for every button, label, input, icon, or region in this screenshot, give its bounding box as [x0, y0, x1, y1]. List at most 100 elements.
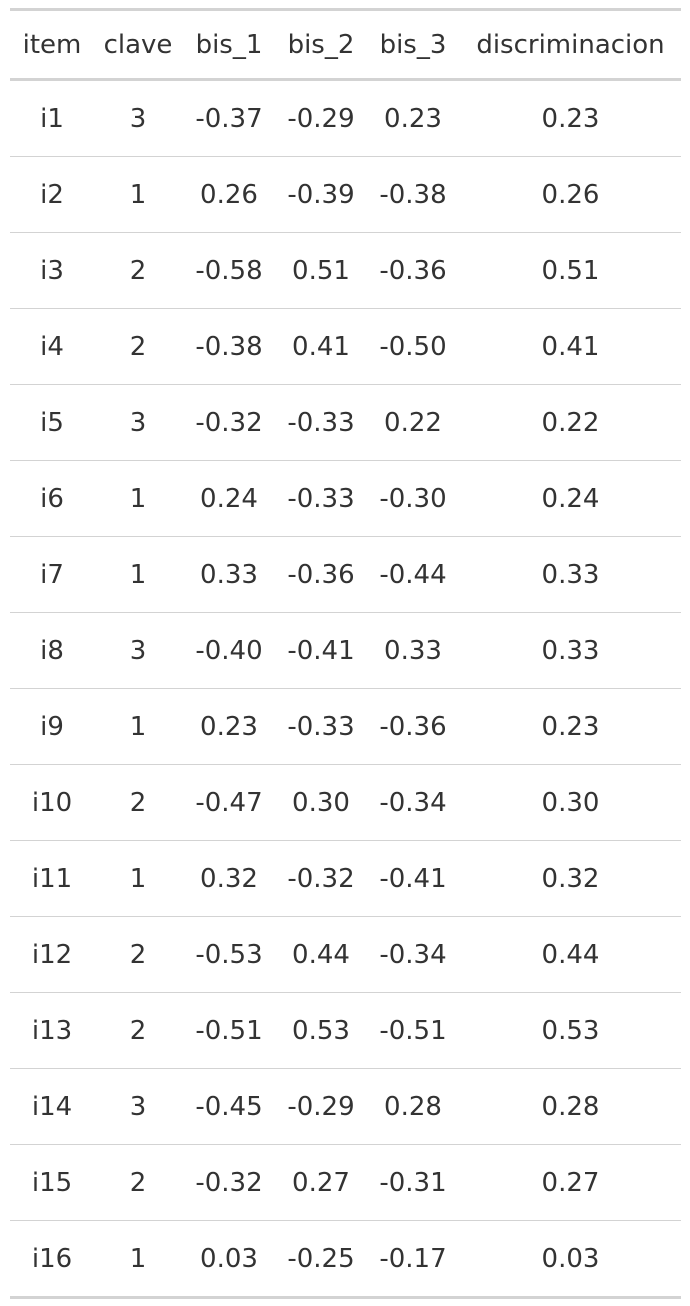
cell-bis-2: -0.39	[276, 156, 366, 233]
table-row: i10 2 -0.47 0.30 -0.34 0.30	[10, 764, 681, 841]
table-header: item clave bis_1 bis_2 bis_3 discriminac…	[10, 11, 681, 81]
column-header-discriminacion: discriminacion	[460, 11, 681, 81]
cell-discriminacion: 0.23	[460, 688, 681, 765]
cell-bis-1: 0.32	[182, 840, 276, 917]
table-row: i2 1 0.26 -0.39 -0.38 0.26	[10, 156, 681, 233]
cell-bis-2: 0.44	[276, 916, 366, 993]
table-row: i5 3 -0.32 -0.33 0.22 0.22	[10, 384, 681, 461]
cell-bis-3: 0.28	[366, 1068, 460, 1145]
table-row: i16 1 0.03 -0.25 -0.17 0.03	[10, 1220, 681, 1296]
cell-bis-1: 0.03	[182, 1220, 276, 1296]
cell-clave: 2	[94, 1144, 182, 1221]
cell-discriminacion: 0.30	[460, 764, 681, 841]
cell-item: i7	[10, 536, 94, 613]
cell-bis-2: -0.33	[276, 688, 366, 765]
table-row: i1 3 -0.37 -0.29 0.23 0.23	[10, 80, 681, 157]
cell-item: i13	[10, 992, 94, 1069]
cell-clave: 1	[94, 460, 182, 537]
cell-item: i3	[10, 232, 94, 309]
cell-item: i11	[10, 840, 94, 917]
cell-bis-3: -0.38	[366, 156, 460, 233]
cell-bis-1: -0.40	[182, 612, 276, 689]
cell-item: i12	[10, 916, 94, 993]
cell-bis-3: -0.17	[366, 1220, 460, 1296]
header-row: item clave bis_1 bis_2 bis_3 discriminac…	[10, 11, 681, 81]
table-row: i15 2 -0.32 0.27 -0.31 0.27	[10, 1144, 681, 1221]
cell-item: i6	[10, 460, 94, 537]
column-header-bis-1: bis_1	[182, 11, 276, 81]
cell-bis-2: -0.33	[276, 460, 366, 537]
table-body: i1 3 -0.37 -0.29 0.23 0.23 i2 1 0.26 -0.39 -0.38 0.…	[10, 80, 681, 1296]
cell-bis-2: -0.29	[287, 103, 355, 134]
cell-bis-3: 0.22	[366, 384, 460, 461]
table-row: i3 2 -0.58 0.51 -0.36 0.51	[10, 232, 681, 309]
cell-discriminacion: 0.03	[460, 1220, 681, 1296]
cell-bis-2: -0.33	[276, 384, 366, 461]
column-header-bis-2: bis_2	[276, 11, 366, 81]
column-header-bis-3: bis_3	[366, 11, 460, 81]
cell-bis-3: -0.36	[366, 232, 460, 309]
cell-clave: 3	[94, 1068, 182, 1145]
cell-item: i5	[10, 384, 94, 461]
cell-discriminacion: 0.24	[460, 460, 681, 537]
table-row: i8 3 -0.40 -0.41 0.33 0.33	[10, 612, 681, 689]
cell-clave: 2	[94, 916, 182, 993]
cell-clave: 1	[94, 840, 182, 917]
cell-bis-3: -0.34	[366, 764, 460, 841]
cell-bis-1: -0.32	[182, 1144, 276, 1221]
cell-clave: 1	[94, 1220, 182, 1296]
cell-clave: 1	[94, 688, 182, 765]
cell-discriminacion: 0.44	[460, 916, 681, 993]
item-analysis-table: item clave bis_1 bis_2 bis_3 discriminac…	[10, 11, 681, 1296]
cell-bis-3: 0.23	[384, 103, 442, 134]
cell-bis-1: -0.51	[182, 992, 276, 1069]
cell-clave: 1	[94, 536, 182, 613]
cell-item: i2	[10, 156, 94, 233]
cell-clave: 1	[94, 156, 182, 233]
table-row: i11 1 0.32 -0.32 -0.41 0.32	[10, 840, 681, 917]
table-row: i9 1 0.23 -0.33 -0.36 0.23	[10, 688, 681, 765]
cell-clave: 2	[94, 764, 182, 841]
cell-clave: 2	[94, 992, 182, 1069]
cell-discriminacion: 0.32	[460, 840, 681, 917]
cell-discriminacion: 0.33	[460, 612, 681, 689]
cell-bis-3: -0.34	[366, 916, 460, 993]
cell-clave: 2	[94, 232, 182, 309]
cell-item: i14	[10, 1068, 94, 1145]
cell-item: i4	[10, 308, 94, 385]
cell-discriminacion: 0.22	[460, 384, 681, 461]
cell-bis-3: -0.31	[366, 1144, 460, 1221]
cell-bis-3: -0.36	[366, 688, 460, 765]
cell-bis-2: 0.51	[276, 232, 366, 309]
cell-bis-1: 0.26	[182, 156, 276, 233]
table-row: i6 1 0.24 -0.33 -0.30 0.24	[10, 460, 681, 537]
cell-bis-1: 0.33	[182, 536, 276, 613]
cell-bis-1: 0.23	[182, 688, 276, 765]
cell-bis-2: -0.36	[276, 536, 366, 613]
cell-bis-1: -0.47	[182, 764, 276, 841]
cell-bis-3: -0.41	[366, 840, 460, 917]
table-row: i4 2 -0.38 0.41 -0.50 0.41	[10, 308, 681, 385]
table-row: i7 1 0.33 -0.36 -0.44 0.33	[10, 536, 681, 613]
cell-item: i15	[10, 1144, 94, 1221]
cell-bis-3: -0.30	[366, 460, 460, 537]
data-table-container: item clave bis_1 bis_2 bis_3 discriminac…	[10, 8, 681, 1299]
cell-bis-3: -0.50	[366, 308, 460, 385]
table-row: i12 2 -0.53 0.44 -0.34 0.44	[10, 916, 681, 993]
cell-discriminacion: 0.28	[460, 1068, 681, 1145]
cell-discriminacion: 0.33	[460, 536, 681, 613]
cell-bis-2: 0.27	[276, 1144, 366, 1221]
cell-bis-1: -0.37	[195, 103, 263, 134]
cell-bis-3: -0.51	[366, 992, 460, 1069]
cell-discriminacion: 0.41	[460, 308, 681, 385]
cell-bis-1: 0.24	[182, 460, 276, 537]
table-row: i14 3 -0.45 -0.29 0.28 0.28	[10, 1068, 681, 1145]
cell-bis-2: -0.29	[276, 1068, 366, 1145]
cell-bis-1: -0.38	[182, 308, 276, 385]
cell-bis-2: -0.41	[276, 612, 366, 689]
cell-clave: 3	[94, 384, 182, 461]
cell-item: i8	[10, 612, 94, 689]
cell-bis-1: -0.58	[182, 232, 276, 309]
cell-item: i1	[40, 103, 64, 134]
cell-discriminacion: 0.26	[460, 156, 681, 233]
